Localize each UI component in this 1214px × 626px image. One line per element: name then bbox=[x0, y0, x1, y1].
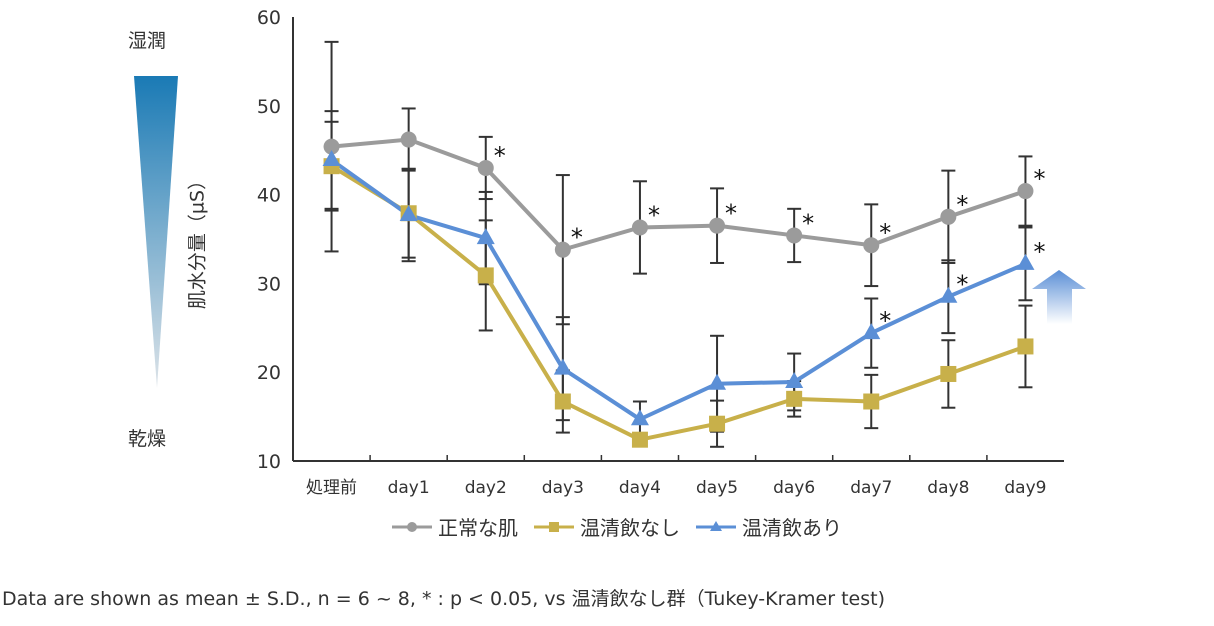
data-point bbox=[863, 393, 880, 410]
data-point bbox=[709, 415, 726, 432]
significance-mark: * bbox=[725, 200, 737, 228]
data-point bbox=[786, 390, 803, 407]
significance-mark: * bbox=[571, 224, 583, 252]
data-point bbox=[477, 267, 494, 284]
legend-label: 温清飲なし bbox=[580, 516, 680, 540]
y-tick-label: 50 bbox=[257, 96, 281, 118]
data-point bbox=[477, 159, 494, 176]
x-tick-label: day2 bbox=[465, 478, 507, 498]
x-tick-label: day9 bbox=[1004, 478, 1046, 498]
legend-item-normal: 正常な肌 bbox=[390, 512, 518, 541]
data-point bbox=[1016, 253, 1035, 270]
data-point bbox=[709, 217, 726, 234]
data-point bbox=[400, 131, 417, 148]
x-tick-label: day3 bbox=[542, 478, 584, 498]
data-point bbox=[553, 358, 572, 375]
significance-mark: * bbox=[802, 209, 814, 237]
dry-label: 乾燥 bbox=[128, 428, 167, 450]
x-tick-label: day4 bbox=[619, 478, 661, 498]
legend-square-icon bbox=[534, 521, 574, 532]
data-point bbox=[399, 205, 418, 222]
significance-mark: * bbox=[1033, 238, 1045, 266]
significance-mark: * bbox=[648, 201, 660, 229]
significance-mark: * bbox=[879, 307, 891, 335]
significance-mark: * bbox=[956, 191, 968, 219]
y-tick-label: 40 bbox=[257, 185, 281, 207]
x-tick-label: day8 bbox=[927, 478, 969, 498]
data-point bbox=[322, 149, 341, 166]
up-arrow-icon bbox=[1032, 270, 1086, 324]
legend-item-with: 温清飲あり bbox=[694, 512, 842, 541]
x-tick-label: day5 bbox=[696, 478, 738, 498]
legend-label: 正常な肌 bbox=[438, 516, 518, 540]
data-point bbox=[940, 208, 957, 225]
data-point bbox=[939, 286, 958, 303]
data-point bbox=[863, 237, 880, 254]
x-tick-label: 処理前 bbox=[306, 478, 357, 498]
series-line bbox=[330, 158, 1027, 422]
y-tick-label: 20 bbox=[257, 362, 281, 384]
data-point bbox=[631, 219, 648, 236]
y-tick-label: 30 bbox=[257, 273, 281, 295]
legend-circle-icon bbox=[392, 521, 432, 532]
significance-mark: * bbox=[879, 219, 891, 247]
data-point bbox=[785, 371, 804, 388]
data-point bbox=[940, 365, 957, 382]
data-point bbox=[708, 373, 727, 390]
x-tick-label: day1 bbox=[388, 478, 430, 498]
data-point bbox=[323, 138, 340, 155]
y-tick-label: 10 bbox=[257, 451, 281, 473]
y-axis-title: 肌水分量（µS） bbox=[186, 170, 209, 310]
legend-item-without: 温清飲なし bbox=[532, 512, 680, 541]
moisture-gradient-wedge bbox=[134, 76, 178, 388]
x-tick-label: day6 bbox=[773, 478, 815, 498]
significance-mark: * bbox=[956, 271, 968, 299]
legend-triangle-icon bbox=[696, 520, 736, 531]
moist-label: 湿潤 bbox=[128, 30, 167, 52]
data-point bbox=[631, 431, 648, 448]
data-point bbox=[786, 227, 803, 244]
data-point bbox=[1017, 338, 1034, 355]
legend-label: 温清飲あり bbox=[742, 516, 842, 540]
data-point bbox=[1017, 183, 1034, 200]
series-line bbox=[330, 164, 1027, 442]
data-point bbox=[554, 393, 571, 410]
data-point bbox=[862, 323, 881, 340]
y-tick-label: 60 bbox=[257, 7, 281, 29]
data-point bbox=[630, 409, 649, 426]
significance-mark: * bbox=[1033, 165, 1045, 193]
legend: 正常な肌 温清飲なし 温清飲あり bbox=[390, 512, 856, 541]
data-point bbox=[554, 241, 571, 258]
data-point bbox=[476, 228, 495, 245]
series-line bbox=[331, 137, 1027, 252]
footnote: Data are shown as mean ± S.D., n = 6 ~ 8… bbox=[2, 588, 885, 610]
x-tick-label: day7 bbox=[850, 478, 892, 498]
significance-mark: * bbox=[494, 142, 506, 170]
